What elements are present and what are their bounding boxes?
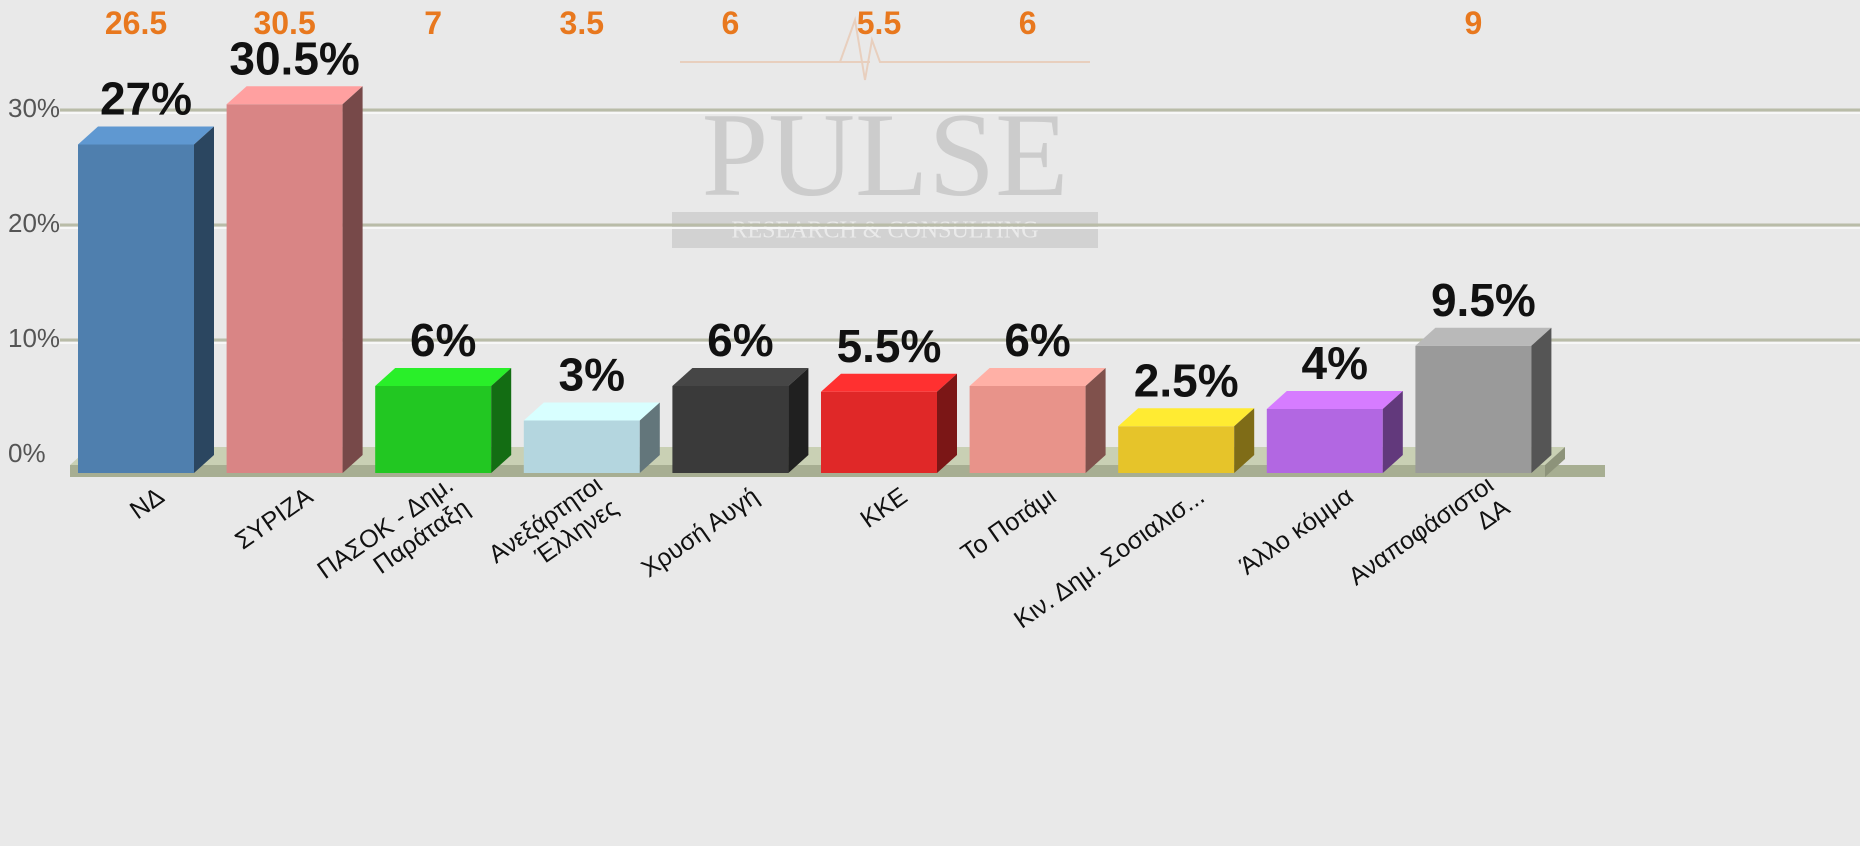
x-tick-label: ΝΔ xyxy=(125,482,170,525)
value-label: 3% xyxy=(559,349,625,401)
bar-top xyxy=(1266,391,1403,409)
bar-group xyxy=(78,126,214,473)
bar-group xyxy=(523,402,660,473)
x-tick-label: ΑναποφάσιστοιΔΑ xyxy=(1343,470,1515,614)
x-tick-label: Χρυσή Αυγή xyxy=(636,482,764,583)
bar-top xyxy=(821,373,957,392)
bar-group xyxy=(672,368,809,473)
bar-top xyxy=(375,368,512,386)
x-tick-label: ΣΥΡΙΖΑ xyxy=(230,482,318,555)
previous-value: 26.5 xyxy=(105,5,167,41)
floor-side xyxy=(1545,447,1565,477)
bar-top xyxy=(672,368,809,386)
bar-front xyxy=(969,386,1086,473)
bar-front xyxy=(1266,409,1383,473)
y-tick-label: 0% xyxy=(8,438,46,468)
bar-group xyxy=(375,368,512,473)
y-tick-label: 10% xyxy=(8,323,60,353)
bar-side xyxy=(1085,368,1106,473)
previous-value: 30.5 xyxy=(253,5,315,41)
bar-side xyxy=(342,86,363,473)
previous-value: 6 xyxy=(722,5,740,41)
x-tick-label: ΠΑΣΟΚ - Δημ.Παράταξη xyxy=(312,471,474,608)
bar-front xyxy=(1415,345,1532,473)
bar-top xyxy=(1415,327,1552,346)
watermark: PULSE RESEARCH & CONSULTING xyxy=(672,16,1098,248)
bar-side xyxy=(1382,391,1403,473)
bar-front xyxy=(375,386,492,473)
value-label: 2.5% xyxy=(1134,354,1239,406)
y-tick-label: 20% xyxy=(8,208,60,238)
bar-group xyxy=(1266,391,1403,473)
bar-side xyxy=(1234,408,1255,473)
bar-group xyxy=(1415,327,1552,473)
value-label: 5.5% xyxy=(837,320,942,372)
x-tick-label: Το Ποτάμι xyxy=(956,482,1061,567)
watermark-pulse xyxy=(839,16,1090,81)
bar-side xyxy=(639,402,660,473)
value-label: 9.5% xyxy=(1431,274,1536,326)
x-tick-label: ΑνεξάρτητοιΈλληνες xyxy=(483,471,623,592)
x-tick-label: ΚΚΕ xyxy=(855,482,912,534)
previous-value: 6 xyxy=(1019,5,1037,41)
bar-group xyxy=(821,373,957,473)
watermark-band xyxy=(672,212,1098,248)
y-tick-label: 30% xyxy=(8,93,60,123)
bar-side xyxy=(491,368,512,473)
bar-front xyxy=(821,391,937,473)
bar-side xyxy=(194,126,214,473)
previous-value: 5.5 xyxy=(857,5,901,41)
x-tick-label: Άλλο κόμμα xyxy=(1234,482,1358,580)
value-label: 4% xyxy=(1302,337,1368,389)
bar-top xyxy=(226,86,363,105)
value-label: 6% xyxy=(707,314,773,366)
bar-front xyxy=(1118,426,1235,473)
bar-front xyxy=(226,104,343,473)
bar-group xyxy=(969,368,1106,473)
bar-group xyxy=(226,86,363,473)
previous-value: 3.5 xyxy=(560,5,604,41)
value-label: 30.5% xyxy=(229,32,359,84)
bar-top xyxy=(1118,408,1255,427)
bar-side xyxy=(1531,327,1552,473)
watermark-subtitle: RESEARCH & CONSULTING xyxy=(731,218,1038,244)
bar-front xyxy=(672,386,789,473)
previous-value: 9 xyxy=(1465,5,1483,41)
bar-side xyxy=(788,368,809,473)
bar-front xyxy=(78,144,194,473)
value-label: 6% xyxy=(410,314,476,366)
bar-top xyxy=(969,368,1106,386)
bar-top xyxy=(78,126,214,145)
bar-side xyxy=(937,373,957,473)
bar-front xyxy=(523,420,640,473)
watermark-title: PULSE xyxy=(702,88,1069,221)
bar-top xyxy=(523,402,660,421)
value-label: 27% xyxy=(100,73,192,125)
previous-value: 7 xyxy=(424,5,442,41)
bar-group xyxy=(1118,408,1255,473)
value-label: 6% xyxy=(1004,314,1070,366)
